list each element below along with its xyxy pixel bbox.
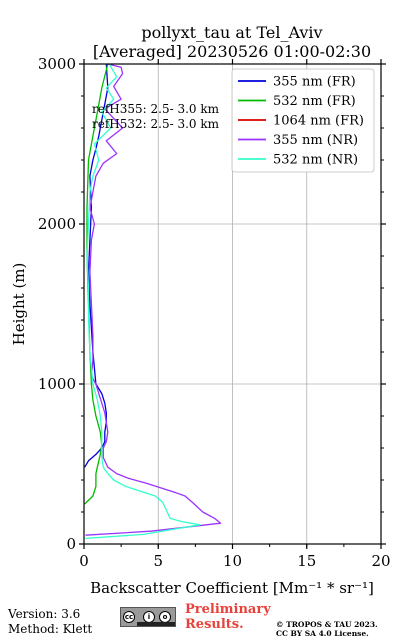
copyright-line1: © TROPOS & TAU 2023. [276,620,378,629]
annotation-refH355: refH355: 2.5- 3.0 km [92,102,220,116]
legend-box [231,68,375,173]
ticks: 0 5 10 15 20 0 1000 2000 3000 [38,55,391,570]
x-tick-label: 5 [153,552,163,570]
legend: 355 nm (FR) 532 nm (FR) 1064 nm (FR) 355 nm… [231,68,375,173]
preliminary-notice: Preliminary Results. [185,602,271,632]
copyright-notice: © TROPOS & TAU 2023. CC BY SA 4.0 Licens… [276,620,378,638]
annotation-refH532: refH532: 2.5- 3.0 km [92,117,220,131]
x-tick-label: 15 [297,552,316,570]
y-tick-label: 0 [66,535,76,553]
preliminary-line2: Results. [185,617,244,632]
x-tick-label: 10 [223,552,242,570]
legend-label: 355 nm (FR) [273,75,356,90]
y-tick-label: 3000 [38,55,76,73]
cc-icon: cc [123,611,135,623]
chart-title-line1: pollyxt_tau at Tel_Aviv [141,23,322,42]
series-line [84,63,109,505]
x-tick-label: 20 [371,552,390,570]
series-line [85,63,201,540]
y-axis-label: Height (m) [10,263,28,346]
legend-label: 1064 nm (FR) [273,114,364,129]
y-tick-label: 2000 [38,215,76,233]
version-text: Version: 3.6 [8,607,81,621]
cc-strip [137,622,175,626]
copyright-line2: CC BY SA 4.0 License. [276,629,369,638]
method-text: Method: Klett [8,622,93,636]
legend-label: 532 nm (NR) [273,153,358,168]
cc-license-badge: cc i o [120,607,176,627]
legend-label: 532 nm (FR) [273,94,356,109]
series-line [85,63,222,536]
series-layer [84,63,222,540]
legend-label: 355 nm (NR) [273,133,358,148]
y-tick-label: 1000 [38,375,76,393]
preliminary-line1: Preliminary [185,602,271,617]
x-axis-label: Backscatter Coefficient [Mm⁻¹ * sr⁻¹] [90,579,374,597]
x-tick-label: 0 [79,552,89,570]
chart-title-line2: [Averaged] 20230526 01:00-02:30 [93,42,371,61]
